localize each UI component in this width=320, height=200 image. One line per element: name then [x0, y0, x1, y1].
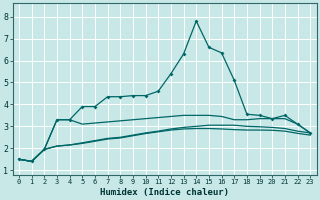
- X-axis label: Humidex (Indice chaleur): Humidex (Indice chaleur): [100, 188, 229, 197]
